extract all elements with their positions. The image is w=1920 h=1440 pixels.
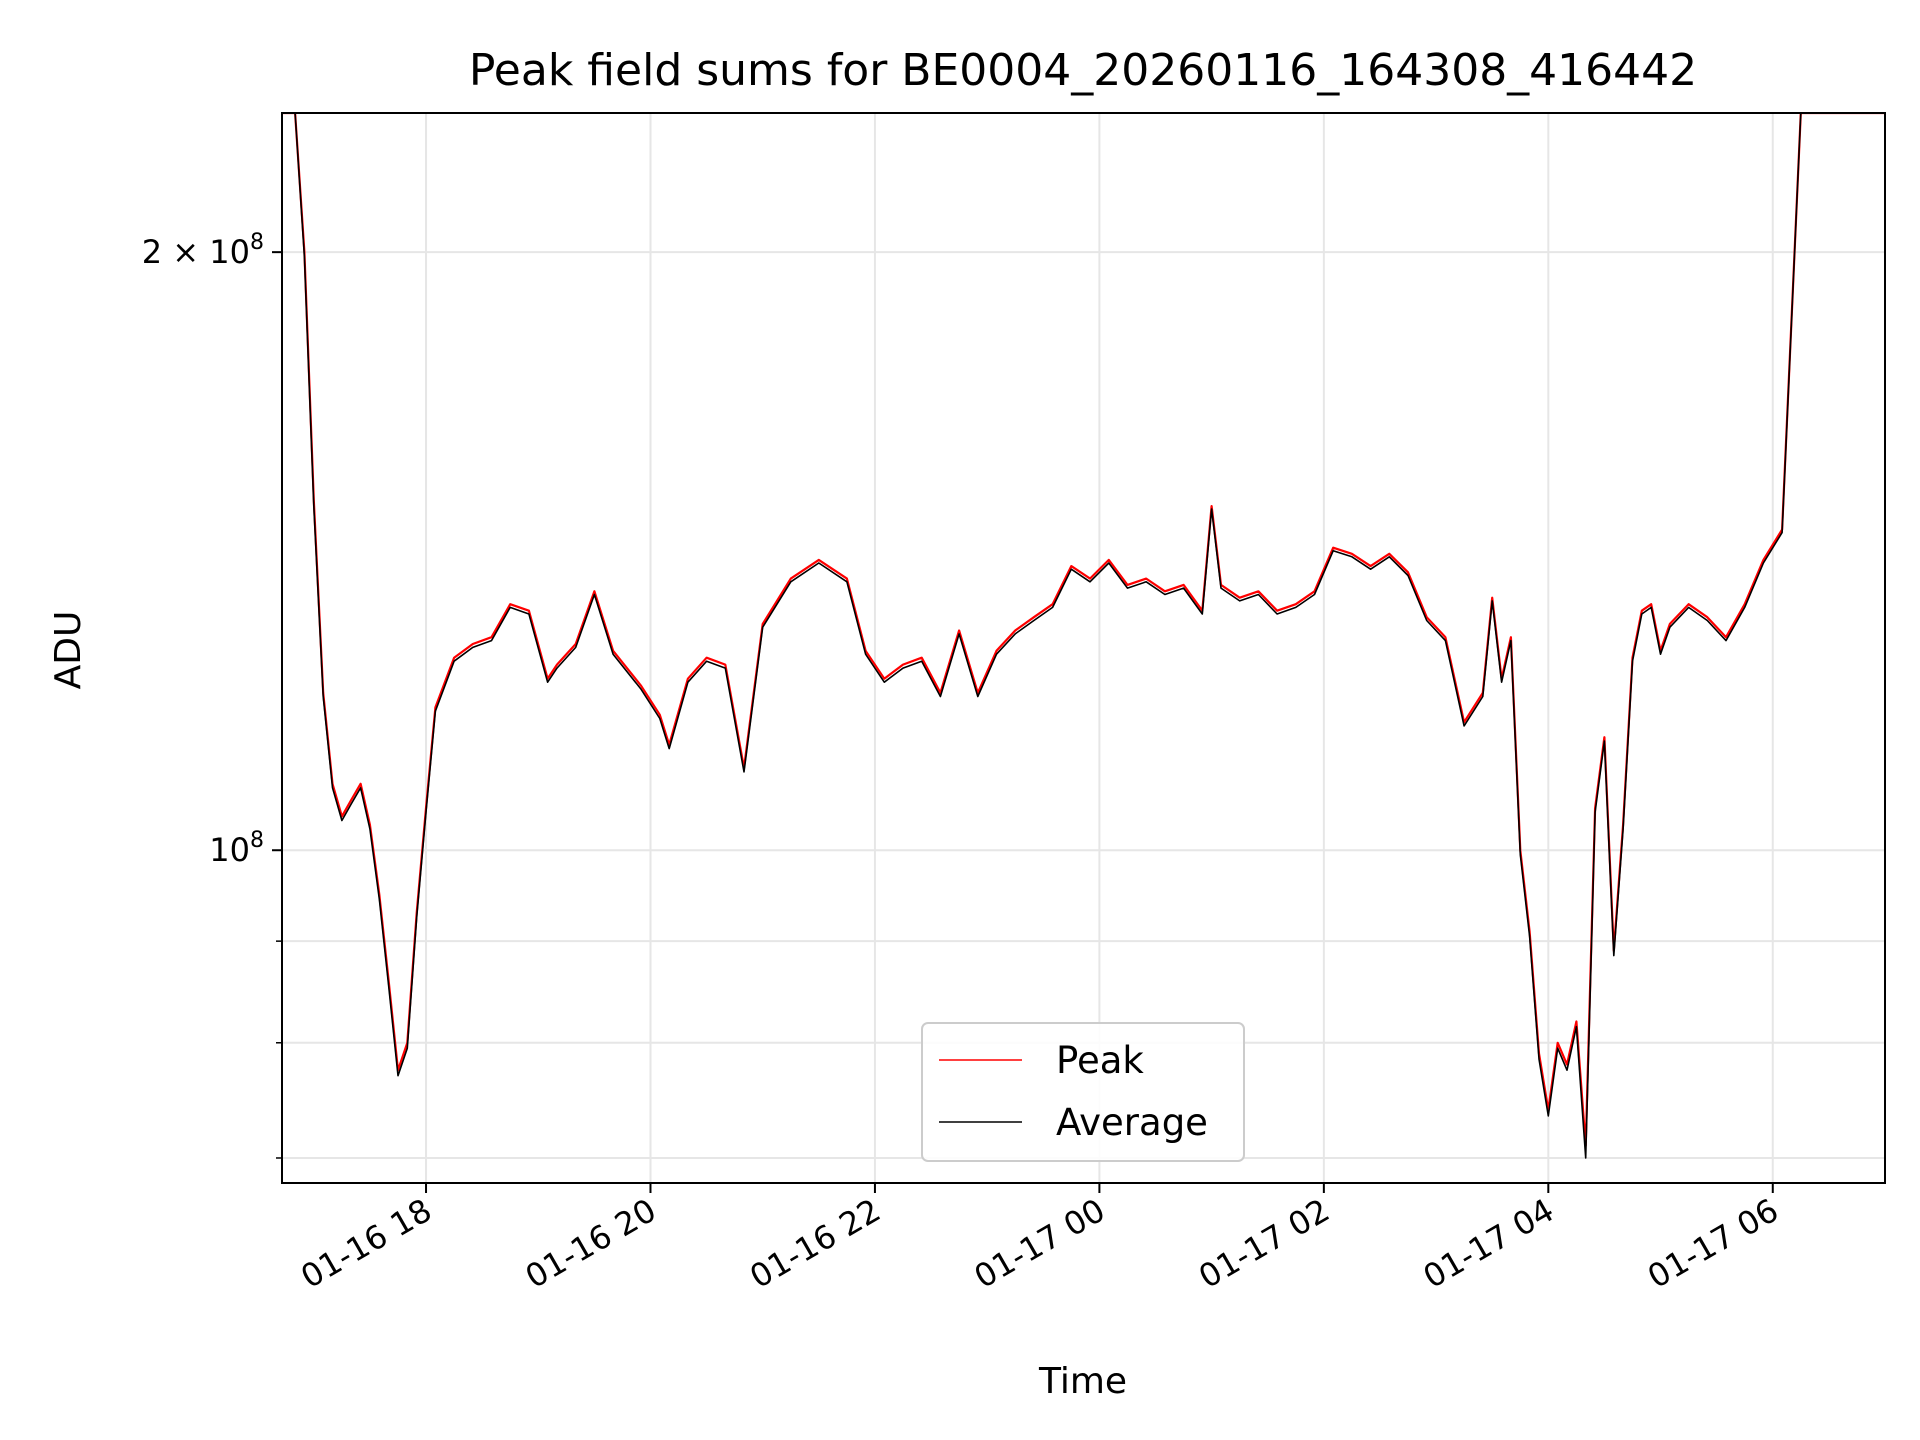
legend-label-average: Average: [1056, 1101, 1208, 1144]
plot-frame: [281, 112, 1886, 1184]
chart-title: Peak field sums for BE0004_20260116_1643…: [469, 45, 1697, 96]
y-axis-label: ADU: [48, 611, 89, 690]
y-tick-label: 108: [209, 828, 264, 869]
series-line-average: [282, 113, 1885, 1159]
legend-label-peak: Peak: [1056, 1039, 1144, 1082]
y-axis: 108 2 × 108: [142, 230, 282, 1159]
legend-box: [921, 1022, 1245, 1162]
legend: Peak Average: [921, 1022, 1245, 1162]
series-layer: [282, 113, 1885, 1159]
x-axis-label: Time: [1038, 1361, 1127, 1402]
y-tick-label: 2 × 108: [142, 230, 264, 271]
